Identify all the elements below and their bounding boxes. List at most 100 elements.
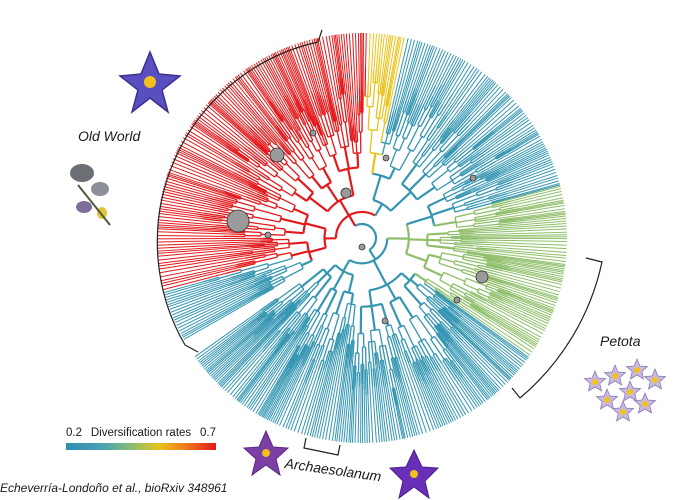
branch [253,63,294,127]
branch [233,231,245,234]
branch [477,180,560,205]
branch [287,46,318,122]
branch [261,299,278,312]
branch [229,333,282,396]
branch [317,360,323,371]
branch [420,106,433,127]
branch [470,82,497,113]
branch [261,368,290,418]
branch [472,129,495,149]
potato-flower-center [612,373,618,379]
branch [497,288,523,299]
branch [206,196,233,205]
branch [280,306,297,324]
branch [495,151,505,158]
branch [438,59,464,103]
branch [347,324,350,336]
branch [279,50,306,108]
branch [210,204,229,210]
branch [502,190,562,206]
branch [275,174,297,191]
branch [355,141,358,154]
branch [273,328,291,350]
branch [378,95,384,119]
branch [428,127,439,141]
branch [215,313,285,383]
branch [183,293,264,340]
branch [479,117,529,153]
branch [367,341,371,363]
branch [508,297,553,316]
branch [442,350,452,362]
branch [449,288,465,299]
branch [478,264,503,272]
branch [370,341,375,369]
branch [240,255,266,263]
branch [253,317,274,336]
branch [444,149,453,158]
branch-arc [463,296,466,299]
branch [485,171,500,180]
branch [402,89,411,112]
branch [164,281,204,293]
branch [386,384,398,441]
branch [282,360,312,428]
branch [450,333,502,390]
branch [208,334,254,375]
branch [405,87,416,115]
branch [377,71,382,94]
branch [463,297,487,312]
branch [237,74,279,128]
branch [484,129,537,163]
branch [423,316,438,334]
branch [349,118,353,141]
branch [410,104,420,125]
branch [274,299,291,314]
branch-arc [326,194,354,213]
branch [288,312,306,335]
branch [383,81,387,96]
branch [295,101,302,113]
branch [191,123,229,149]
branch [423,381,444,427]
citation: Echeverría-Londoño et al., bioRxiv 34896… [0,481,228,495]
branch [270,358,303,422]
branch [254,139,269,153]
branch [417,108,427,126]
branch [424,356,439,382]
branch [192,122,227,147]
branch [447,345,491,399]
branch [417,46,435,91]
branch [201,320,259,367]
branch [344,121,350,147]
branch [441,308,460,324]
branch [425,95,434,110]
branch [394,114,401,132]
branch [162,267,240,287]
branch [164,281,210,296]
branch [282,95,297,120]
branch [472,245,567,253]
branch [246,68,270,102]
branch [301,259,313,267]
branch [240,263,268,272]
branch [440,257,455,263]
branch [268,161,281,172]
branch [459,159,482,175]
branch [376,58,381,83]
branch [507,150,548,171]
branch [466,251,481,255]
branch [436,324,450,339]
branch [469,222,567,231]
branch [440,308,458,325]
branch [343,303,349,318]
branch [338,109,343,125]
branch [454,102,517,158]
branch [431,308,452,329]
branch [293,313,308,332]
branch [410,362,437,430]
branch [473,137,489,150]
branch [489,119,530,149]
branch [426,355,436,371]
node-marker [309,129,317,137]
